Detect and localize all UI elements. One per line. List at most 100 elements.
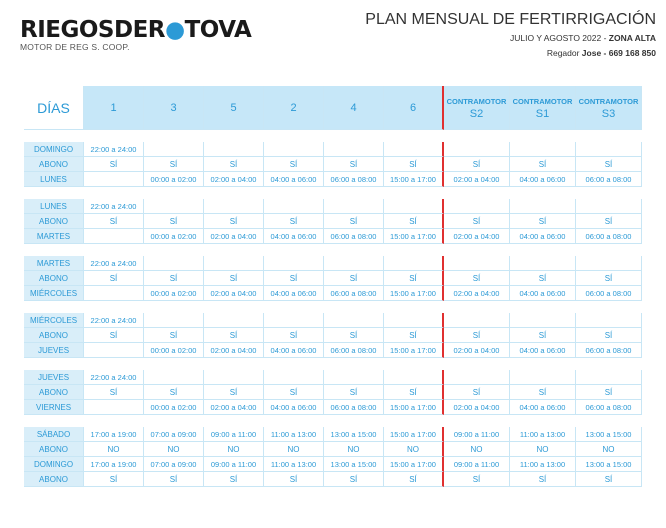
table-cell [444,256,510,271]
table-cell: SÍ [144,472,204,487]
table-cell: SÍ [510,472,576,487]
block-spacer [24,187,642,199]
table-cell [384,313,444,328]
table-cell: 04:00 a 06:00 [264,343,324,358]
table-cell [510,199,576,214]
table-cell [144,370,204,385]
schedule-table: DÍAS 1 3 5 2 4 6 CONTRAMOTOR S2 CONTRAMOTOR S1 CONT… [24,86,642,487]
table-cell: SÍ [84,472,144,487]
table-cell: 15:00 a 17:00 [384,172,444,187]
table-cell [144,199,204,214]
table-cell: 11:00 a 13:00 [264,457,324,472]
table-cell: SÍ [576,271,642,286]
table-cell [384,256,444,271]
table-cell [444,142,510,157]
table-cell: SÍ [264,385,324,400]
day-label: ABONO [24,157,84,172]
table-cell: 15:00 a 17:00 [384,427,444,442]
table-cell [264,256,324,271]
regador-line: Regador Jose - 669 168 850 [365,47,656,60]
table-cell: SÍ [84,385,144,400]
table-cell: 06:00 a 08:00 [324,172,384,187]
table-cell [576,256,642,271]
period-line: JULIO Y AGOSTO 2022 - ZONA ALTA [365,32,656,45]
table-cell [384,370,444,385]
table-cell: 02:00 a 04:00 [444,343,510,358]
table-cell: SÍ [576,385,642,400]
table-cell [324,313,384,328]
contramotor-header-s3: CONTRAMOTOR S3 [576,86,642,130]
table-cell [510,142,576,157]
table-cell: 02:00 a 04:00 [204,229,264,244]
table-cell: SÍ [204,472,264,487]
table-cell: NO [576,442,642,457]
table-cell: NO [84,442,144,457]
block-spacer [24,244,642,256]
table-row: ABONO SÍ SÍ SÍ SÍ SÍ SÍ SÍ SÍ SÍ [24,328,642,343]
table-cell: NO [510,442,576,457]
table-cell: SÍ [84,214,144,229]
day-label: DOMINGO [24,457,84,472]
table-row: MARTES 22:00 a 24:00 [24,256,642,271]
table-cell [84,400,144,415]
table-row: ABONO SÍ SÍ SÍ SÍ SÍ SÍ SÍ SÍ SÍ [24,271,642,286]
contramotor-code: S3 [601,107,616,120]
spacer-cell [24,358,642,370]
table-cell: 00:00 a 02:00 [144,343,204,358]
table-cell: 09:00 a 11:00 [204,457,264,472]
table-cell: 04:00 a 06:00 [264,400,324,415]
day-label: ABONO [24,442,84,457]
table-cell [324,370,384,385]
document-header: PLAN MENSUAL DE FERTIRRIGACIÓN JULIO Y A… [365,10,656,60]
table-cell: SÍ [384,385,444,400]
table-cell [264,199,324,214]
table-cell: NO [264,442,324,457]
table-cell: 00:00 a 02:00 [144,229,204,244]
table-cell [444,313,510,328]
table-row: MIÉRCOLES 00:00 a 02:00 02:00 a 04:00 04:00… [24,286,642,301]
table-cell: 04:00 a 06:00 [264,286,324,301]
table-cell: 02:00 a 04:00 [444,229,510,244]
spacer-cell [24,301,642,313]
table-cell: SÍ [264,157,324,172]
logo-subtitle: MOTOR DE REG S. COOP. [20,42,130,52]
table-row: DOMINGO 17:00 a 19:00 07:00 a 09:00 09:00 a… [24,457,642,472]
table-cell [204,313,264,328]
regador-name: Jose - 669 168 850 [581,48,656,58]
table-cell: 06:00 a 08:00 [576,172,642,187]
table-cell: SÍ [144,328,204,343]
block-spacer [24,301,642,313]
table-cell: 06:00 a 08:00 [576,343,642,358]
table-cell [264,313,324,328]
table-cell: 04:00 a 06:00 [510,286,576,301]
day-label: ABONO [24,271,84,286]
table-cell: SÍ [84,157,144,172]
table-cell [84,343,144,358]
table-cell: SÍ [264,328,324,343]
header-row: DÍAS 1 3 5 2 4 6 CONTRAMOTOR S2 CONTRAMOTOR S1 CONT… [24,86,642,130]
table-cell: 11:00 a 13:00 [510,457,576,472]
company-logo: RIEGOSDER●TOVA MOTOR DE REG S. COOP. [20,17,252,52]
contramotor-code: S2 [469,107,484,120]
table-cell: 04:00 a 06:00 [510,172,576,187]
table-cell: 02:00 a 04:00 [204,343,264,358]
table-cell: NO [444,442,510,457]
table-cell [84,172,144,187]
water-drop-icon: ● [165,17,185,43]
table-cell: SÍ [510,385,576,400]
table-cell: 00:00 a 02:00 [144,286,204,301]
table-row: LUNES 00:00 a 02:00 02:00 a 04:00 04:00 a 0… [24,172,642,187]
table-cell: SÍ [384,157,444,172]
table-cell: 15:00 a 17:00 [384,343,444,358]
table-cell: 06:00 a 08:00 [576,286,642,301]
table-cell: 02:00 a 04:00 [444,400,510,415]
day-label: MARTES [24,229,84,244]
column-header-2: 2 [264,86,324,130]
table-cell: SÍ [576,472,642,487]
table-cell: 06:00 a 08:00 [324,343,384,358]
table-cell [510,313,576,328]
table-cell: 13:00 a 15:00 [576,427,642,442]
table-cell [384,199,444,214]
table-cell: 11:00 a 13:00 [510,427,576,442]
table-cell: SÍ [444,271,510,286]
